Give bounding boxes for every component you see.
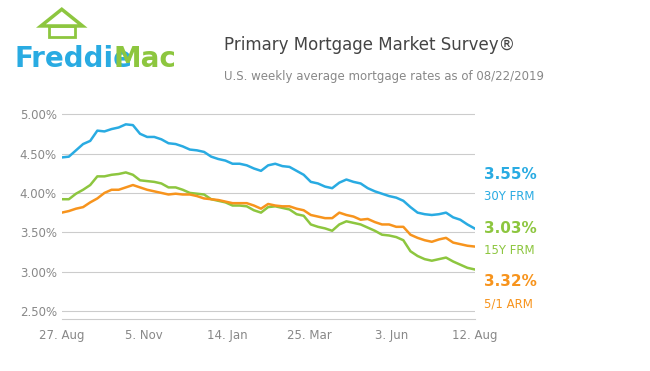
Text: 15Y FRM: 15Y FRM <box>484 244 535 257</box>
Text: 5/1 ARM: 5/1 ARM <box>484 298 533 311</box>
Text: U.S. weekly average mortgage rates as of 08/22/2019: U.S. weekly average mortgage rates as of… <box>224 69 544 83</box>
Text: Primary Mortgage Market Survey®: Primary Mortgage Market Survey® <box>224 36 515 53</box>
Text: 3.55%: 3.55% <box>484 167 537 182</box>
Text: 3.32%: 3.32% <box>484 275 537 289</box>
Text: Freddie: Freddie <box>14 45 133 73</box>
Text: 30Y FRM: 30Y FRM <box>484 190 535 203</box>
Text: Mac: Mac <box>114 45 177 73</box>
Text: 3.03%: 3.03% <box>484 221 537 236</box>
